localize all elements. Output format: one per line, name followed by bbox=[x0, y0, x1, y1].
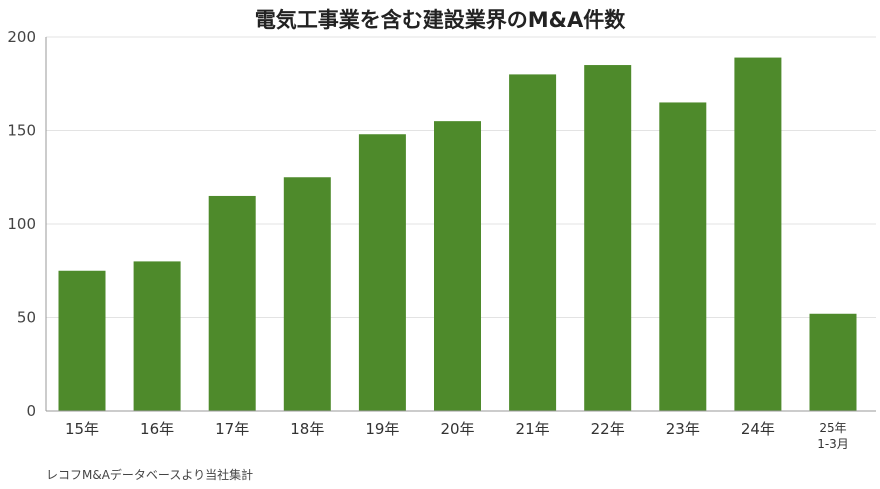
y-tick-label: 150 bbox=[7, 122, 36, 140]
bar bbox=[434, 121, 481, 412]
x-tick-label: 20年 bbox=[440, 420, 474, 438]
x-tick-label: 16年 bbox=[140, 420, 174, 438]
x-tick-label: 17年 bbox=[215, 420, 249, 438]
bar bbox=[809, 313, 857, 411]
x-tick-label: 24年 bbox=[741, 420, 775, 438]
y-tick-label: 0 bbox=[26, 402, 36, 420]
x-tick-label: 22年 bbox=[591, 420, 625, 438]
bars bbox=[58, 57, 857, 412]
y-tick-label: 100 bbox=[7, 215, 36, 233]
bar bbox=[659, 102, 707, 411]
x-tick-label: 19年 bbox=[365, 420, 399, 438]
bar bbox=[509, 74, 557, 412]
x-tick-label: 18年 bbox=[290, 420, 324, 438]
bar bbox=[584, 65, 632, 412]
bar bbox=[358, 134, 406, 412]
x-tick-label: 23年 bbox=[666, 420, 700, 438]
y-axis-ticks: 0 50 100 150 200 bbox=[7, 28, 36, 420]
source-note: レコフM&Aデータベースより当社集計 bbox=[46, 468, 254, 482]
x-tick-label: 15年 bbox=[65, 420, 99, 438]
bar bbox=[133, 261, 181, 411]
y-tick-label: 50 bbox=[17, 309, 36, 327]
bar bbox=[58, 270, 106, 411]
x-tick-label: 25年 1-3月 bbox=[817, 421, 849, 451]
bar bbox=[283, 177, 331, 411]
chart-title: 電気工事業を含む建設業界のM&A件数 bbox=[254, 8, 626, 32]
bar bbox=[734, 57, 782, 411]
x-tick-label: 21年 bbox=[516, 420, 550, 438]
bar bbox=[208, 195, 256, 411]
y-tick-label: 200 bbox=[7, 28, 36, 46]
x-axis-labels: 15年 16年 17年 18年 19年 20年 21年 22年 23年 24年 25年 1-3月 bbox=[65, 420, 849, 451]
